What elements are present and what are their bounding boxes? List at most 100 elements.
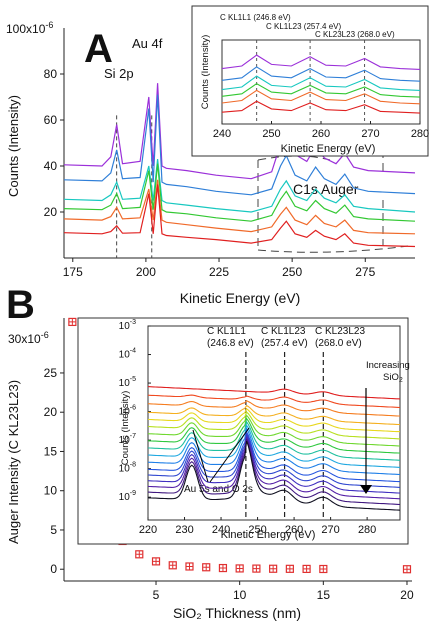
inset-b-series-line	[147, 440, 401, 511]
panel-b-label: B	[6, 283, 35, 327]
panel-b-inset-frame	[77, 317, 409, 545]
inset-b-series-line	[147, 417, 401, 454]
inset-a-x-tick-label: 270	[361, 128, 379, 140]
inset-a-peak-label-1: C KL1L1 (246.8 eV)	[220, 13, 291, 22]
inset-a-series-line	[221, 66, 421, 82]
panel-a-x-tick-label: 275	[355, 265, 375, 279]
inset-a-peak-label-2: C KL1L23 (257.4 eV)	[266, 22, 341, 31]
panel-b-y-tick-label: 5	[50, 523, 57, 537]
panel-a-y-top-label: 100x10-6	[6, 20, 53, 36]
inset-b-x-tick-label: 270	[321, 524, 339, 536]
au-pointer-2	[209, 427, 250, 483]
panel-a-series-line	[63, 94, 416, 196]
panel-a-x-tick-label: 175	[63, 265, 83, 279]
inset-b-peak-3-name: C KL23L23	[315, 326, 365, 337]
inset-a-series-line	[221, 54, 421, 70]
inset-a-x-tick-label: 250	[262, 128, 280, 140]
inset-b-increasing-1: Increasing	[366, 360, 410, 371]
panel-b-x-tick-label: 10	[233, 588, 247, 602]
panel-a-series-line	[63, 159, 416, 213]
inset-b-series-line	[147, 433, 401, 494]
inset-b-au-annotation: Au 5s and O 2s	[184, 484, 253, 495]
panel-b-y-tick-label: 15	[44, 444, 58, 458]
panel-b-y-tick-label: 20	[44, 405, 58, 419]
inset-a-series-line	[221, 89, 421, 105]
inset-b-peak-2-name: C KL1L23	[261, 326, 306, 337]
panel-b-ylabel: Auger Intensity (C KL23L23)	[6, 380, 21, 544]
inset-b-x-tick-label: 230	[175, 524, 193, 536]
panel-a-plot: 175 200 225 250 275 20 40 60 80	[44, 28, 416, 279]
inset-b-series-line	[147, 394, 401, 409]
inset-b-series-line	[147, 414, 401, 447]
panel-b: B 30x10-6 Auger Intensity (C KL23L23) Si…	[6, 283, 414, 621]
inset-a-series-line	[221, 75, 421, 91]
panel-b-data-point-cross	[186, 563, 193, 570]
inset-a-ylabel: Counts (Intensity)	[200, 35, 211, 109]
panel-b-data-point-cross	[320, 565, 327, 572]
inset-b-peak-2-energy: (257.4 eV)	[261, 338, 308, 349]
panel-b-x-tick-label: 5	[153, 588, 160, 602]
inset-b-series-line	[147, 411, 401, 440]
inset-b-increasing-2: SiO2	[383, 372, 403, 384]
panel-b-x-tick-label: 15	[317, 588, 331, 602]
panel-a-series-line	[63, 179, 416, 235]
inset-b-series-line	[147, 431, 401, 488]
increasing-arrow-head	[360, 485, 372, 494]
inset-b-plot-frame	[147, 325, 401, 521]
panel-b-y-top-label: 30x10-6	[8, 330, 49, 346]
panel-a-xlabel: Kinetic Energy (eV)	[180, 290, 301, 306]
inset-b-series-line	[147, 426, 401, 476]
panel-b-data-point-cross	[236, 565, 243, 572]
inset-b-peak-1-name: C KL1L1	[207, 326, 246, 337]
panel-a-label: A	[84, 27, 113, 71]
inset-a-series-line	[221, 100, 421, 114]
panel-b-y-tick-label: 10	[44, 484, 58, 498]
panel-b-data-point-cross	[219, 565, 226, 572]
panel-a-inset-plot: 240 250 260 270 280	[213, 39, 429, 140]
inset-b-series-line	[147, 404, 401, 426]
annotation-si2p: Si 2p	[104, 66, 134, 81]
annotation-c1s-auger: C1s Auger	[293, 181, 359, 197]
panel-b-y-tick-label: 0	[50, 562, 57, 576]
panel-a: A 100x10-6 Counts (Intensity) Kinetic En…	[6, 20, 416, 306]
inset-b-x-tick-label: 280	[358, 524, 376, 536]
panel-b-data-point-cross	[253, 565, 260, 572]
panel-b-data-point-cross	[153, 558, 160, 565]
panel-a-inset: Counts (Intensity) Kinetic Energy (eV) C…	[191, 5, 429, 157]
inset-b-series-line	[147, 438, 401, 506]
panel-a-y-tick-label: 80	[44, 67, 58, 81]
panel-b-inset: Counts (Intensity) Kinetic Energy (eV) C…	[77, 317, 410, 545]
panel-b-data-point-cross	[303, 565, 310, 572]
panel-a-x-tick-label: 225	[209, 265, 229, 279]
inset-a-series-line	[221, 83, 421, 98]
panel-a-y-tick-label: 20	[44, 205, 58, 219]
inset-b-series-line	[147, 400, 400, 417]
inset-a-x-tick-label: 260	[312, 128, 330, 140]
inset-a-x-tick-label: 280	[411, 128, 429, 140]
inset-b-peak-1-energy: (246.8 eV)	[207, 338, 254, 349]
panel-b-data-point-cross	[270, 565, 277, 572]
panel-b-data-point-cross	[169, 562, 176, 569]
panel-a-y-tick-label: 60	[44, 113, 58, 127]
panel-b-data-point-cross	[286, 565, 293, 572]
panel-a-series-line	[63, 184, 416, 248]
panel-b-x-tick-label: 20	[400, 588, 414, 602]
inset-b-series-line	[147, 430, 400, 483]
inset-a-peak-label-3: C KL23L23 (268.0 eV)	[315, 30, 395, 39]
inset-b-series-line	[148, 423, 401, 468]
inset-b-x-tick-label: 240	[212, 524, 230, 536]
inset-b-x-tick-label: 250	[248, 524, 266, 536]
inset-b-x-tick-label: 260	[285, 524, 303, 536]
panel-a-ylabel: Counts (Intensity)	[6, 95, 21, 197]
inset-b-series-line	[147, 407, 401, 433]
inset-b-x-tick-label: 220	[139, 524, 157, 536]
inset-a-x-tick-label: 240	[213, 128, 231, 140]
panel-a-x-tick-label: 250	[282, 265, 302, 279]
panel-a-series-line	[63, 163, 416, 222]
inset-b-peak-3-energy: (268.0 eV)	[315, 338, 362, 349]
inset-b-ylabel: Counts (Intensity)	[120, 391, 131, 465]
annotation-au4f: Au 4f	[132, 36, 163, 51]
panel-b-data-point-cross	[69, 318, 76, 325]
inset-b-xlabel: Kinetic Energy (eV)	[221, 529, 316, 541]
